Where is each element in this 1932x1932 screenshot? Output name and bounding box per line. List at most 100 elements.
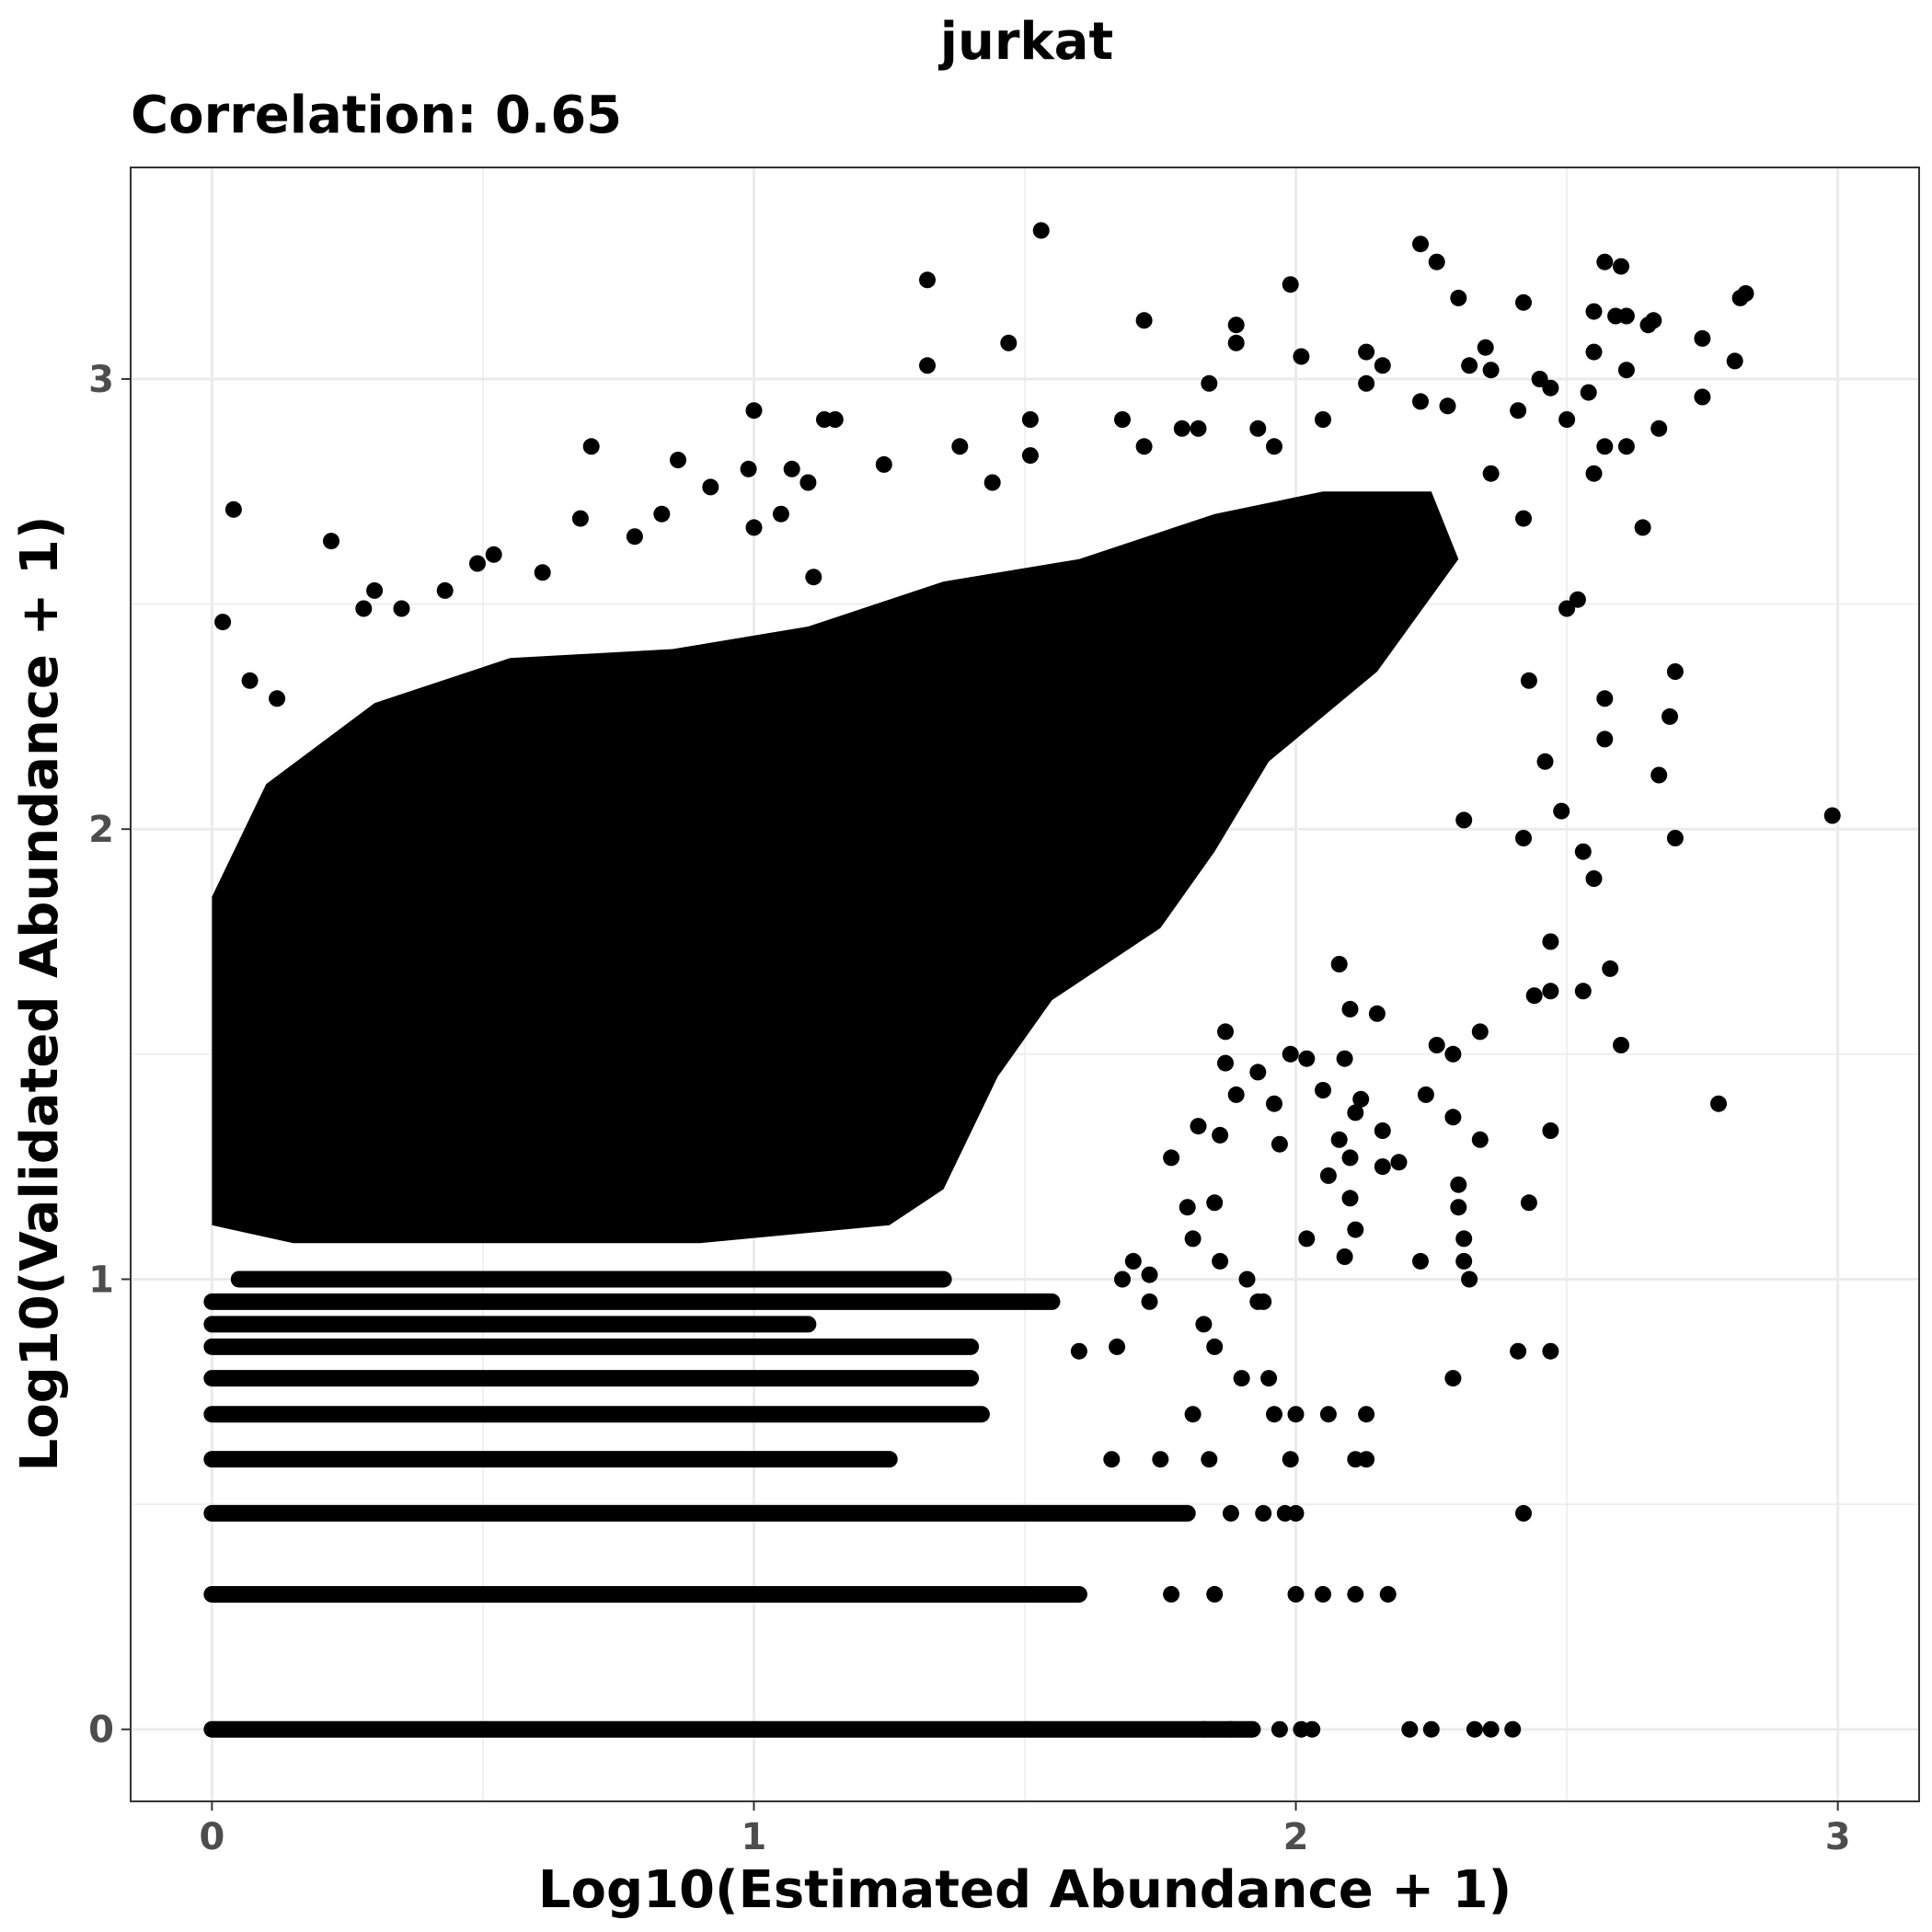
data-point	[1726, 352, 1743, 370]
data-point	[919, 357, 936, 374]
data-point	[436, 581, 454, 599]
data-point	[1613, 258, 1629, 275]
data-point	[1374, 1122, 1391, 1139]
data-point	[805, 569, 822, 586]
chart-title: jurkat	[938, 12, 1113, 72]
data-point	[355, 600, 373, 617]
data-point	[393, 600, 410, 617]
data-point	[1585, 303, 1603, 320]
data-point	[1260, 1370, 1278, 1387]
data-point	[1368, 1005, 1386, 1022]
data-point	[1173, 420, 1190, 437]
data-point	[1444, 1045, 1462, 1063]
x-axis-ticks: 0 1 2 3	[199, 1801, 1851, 1858]
data-point	[241, 672, 259, 689]
data-point	[1233, 1370, 1250, 1387]
data-point	[1471, 1023, 1489, 1041]
x-tick-label: 0	[199, 1816, 224, 1858]
data-point	[1558, 600, 1576, 617]
data-point	[1662, 707, 1678, 725]
dense-cluster-area	[212, 491, 1459, 1244]
data-point	[1694, 329, 1711, 347]
data-point	[783, 460, 800, 477]
data-point	[1201, 374, 1218, 392]
data-point	[1617, 362, 1635, 379]
data-point	[1596, 253, 1614, 270]
data-point	[1212, 1126, 1229, 1144]
data-point	[1341, 1000, 1359, 1018]
data-point	[875, 455, 892, 473]
data-point	[1731, 289, 1749, 306]
data-point	[1428, 1037, 1445, 1053]
data-point	[1190, 1118, 1207, 1135]
data-point	[1585, 870, 1603, 887]
data-point	[1596, 438, 1614, 455]
data-point	[745, 519, 763, 536]
data-point	[1358, 374, 1375, 392]
data-point	[214, 614, 232, 631]
data-point	[1558, 411, 1576, 428]
data-point	[1293, 1720, 1310, 1738]
data-point	[1114, 1271, 1131, 1288]
data-point	[1021, 447, 1039, 465]
data-point	[1694, 388, 1711, 406]
data-point	[1282, 276, 1299, 293]
data-point	[1461, 357, 1478, 374]
data-point	[1412, 393, 1429, 410]
data-point	[1455, 1252, 1473, 1270]
data-point	[1287, 1406, 1305, 1423]
data-point	[1666, 663, 1684, 680]
dense-point-cluster	[203, 491, 1459, 1738]
data-point	[1450, 1176, 1467, 1193]
data-point	[1542, 983, 1559, 1000]
data-point	[1222, 1720, 1239, 1738]
data-point	[1293, 348, 1310, 365]
data-point	[1032, 222, 1050, 239]
x-tick-label: 2	[1283, 1816, 1309, 1858]
y-axis-ticks: 0 1 2 3	[88, 359, 131, 1752]
data-point	[1520, 1194, 1537, 1212]
data-point	[1510, 1342, 1527, 1360]
data-point	[1358, 343, 1375, 361]
data-point	[1417, 1086, 1434, 1103]
data-point	[1504, 1720, 1522, 1738]
data-point	[1249, 420, 1267, 437]
data-point	[1536, 753, 1554, 770]
data-point	[1163, 1585, 1180, 1603]
data-point	[1613, 1037, 1629, 1053]
data-point	[1823, 807, 1841, 824]
data-point	[582, 438, 600, 455]
data-point	[1352, 1090, 1370, 1108]
data-point	[1617, 438, 1635, 455]
y-tick-label: 1	[88, 1259, 114, 1301]
data-point	[1190, 420, 1207, 437]
data-point	[485, 546, 502, 563]
data-point	[1444, 1370, 1462, 1387]
data-point	[1347, 1221, 1364, 1238]
data-point	[1103, 1451, 1121, 1468]
data-point	[1315, 1585, 1331, 1603]
data-point	[1201, 1451, 1218, 1468]
data-point	[1450, 289, 1467, 306]
data-point	[1184, 1406, 1202, 1423]
data-point	[1450, 1199, 1467, 1216]
data-point	[1412, 236, 1429, 253]
data-point	[1639, 316, 1657, 334]
data-point	[1428, 253, 1445, 270]
data-point	[740, 460, 757, 477]
data-point	[1466, 1720, 1483, 1738]
data-point	[1282, 1045, 1299, 1063]
data-point	[1347, 1585, 1364, 1603]
data-point	[571, 510, 589, 527]
data-point	[1206, 1194, 1224, 1212]
data-point	[1000, 334, 1018, 351]
data-point	[1330, 956, 1348, 972]
data-point	[224, 500, 242, 518]
data-point	[1212, 1252, 1229, 1270]
data-point	[1217, 1054, 1234, 1072]
data-point	[1580, 384, 1597, 401]
data-point	[1206, 1338, 1224, 1355]
data-point	[1542, 933, 1559, 950]
data-point	[1553, 802, 1570, 820]
